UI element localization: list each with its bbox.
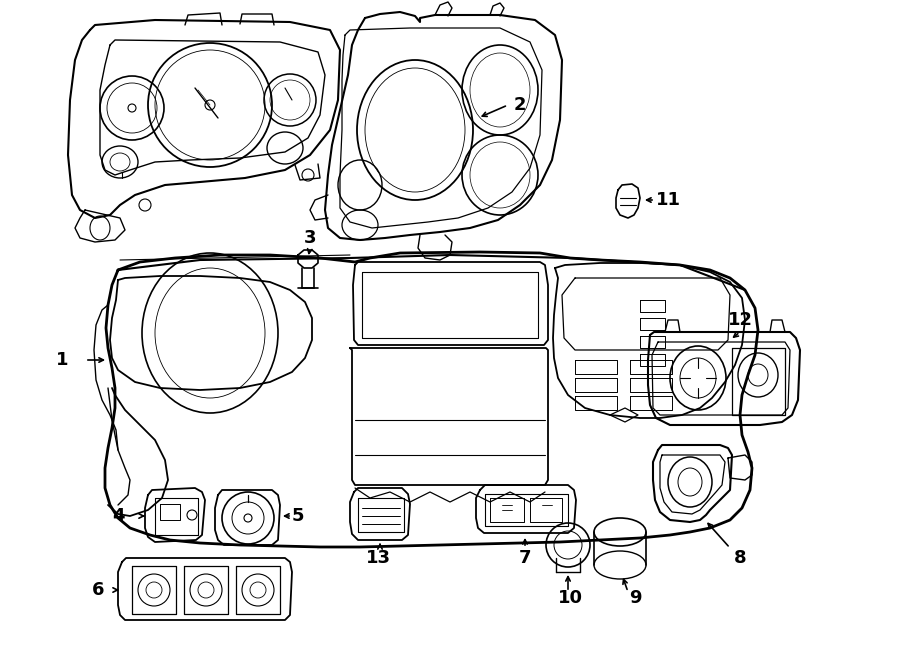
Text: 1: 1 xyxy=(56,351,68,369)
Text: 6: 6 xyxy=(92,581,104,599)
Text: 3: 3 xyxy=(304,229,316,247)
Text: 10: 10 xyxy=(557,589,582,607)
Text: 13: 13 xyxy=(365,549,391,567)
Text: 5: 5 xyxy=(292,507,304,525)
Text: 2: 2 xyxy=(514,96,526,114)
Text: 11: 11 xyxy=(655,191,680,209)
Text: 8: 8 xyxy=(734,549,746,567)
Text: 12: 12 xyxy=(727,311,752,329)
Text: 9: 9 xyxy=(629,589,641,607)
Text: 7: 7 xyxy=(518,549,531,567)
Text: 4: 4 xyxy=(112,507,124,525)
